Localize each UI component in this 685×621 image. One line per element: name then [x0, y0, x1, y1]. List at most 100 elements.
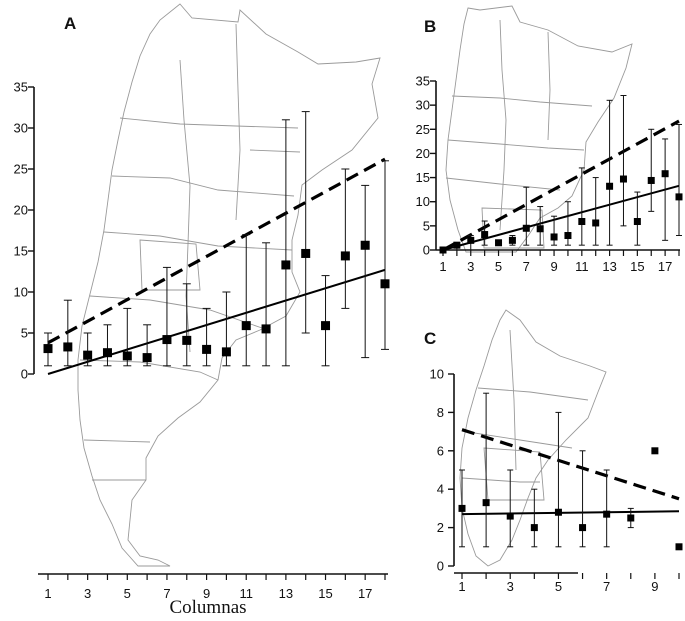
panel-c-x-tick-label-2: 5: [555, 579, 562, 594]
panel-a-point-10: [221, 347, 231, 357]
panel-a-solid-trend-line: [47, 268, 386, 375]
panel-b-point-16: [647, 176, 655, 184]
panel-a-point-1: [43, 344, 53, 354]
panel-a-y-tick-label-0: 0: [21, 367, 28, 382]
panel-c-point-5: [554, 508, 562, 516]
panel-b-y-tick-label-6: 30: [416, 98, 430, 113]
panel-b-point-17: [661, 170, 669, 178]
panel-a-point-4: [102, 348, 112, 358]
panel-b-point-6: [508, 236, 516, 244]
panel-a-point-11: [241, 321, 251, 331]
panel-c-y-tick-label-4: 8: [437, 405, 444, 420]
panel-c-solid-trend-line: [461, 510, 680, 516]
panel-a-dashed-trend-line: [47, 157, 386, 345]
panel-b-x-tick-label-2: 5: [495, 259, 502, 274]
panel-c-point-6: [579, 524, 587, 532]
panel-label-b: B: [424, 17, 436, 36]
panel-a-y-tick-label-6: 30: [14, 121, 28, 136]
panel-a-point-6: [142, 353, 152, 363]
panel-a-point-13: [281, 260, 291, 270]
panel-a-x-tick-label-1: 3: [84, 586, 91, 601]
panel-b-point-15: [633, 218, 641, 226]
panel-c-point-3: [506, 512, 514, 520]
panel-c-point-1: [458, 504, 466, 512]
panel-b-x-tick-label-7: 15: [630, 259, 644, 274]
panel-c-point-2: [482, 499, 490, 507]
panel-a-point-15: [321, 321, 331, 331]
panel-b-point-5: [495, 239, 503, 247]
panel-b-point-18: [675, 193, 683, 201]
panel-b-y-tick-label-7: 35: [416, 74, 430, 89]
panel-b-point-1: [439, 246, 447, 254]
panel-b-point-8: [536, 225, 544, 233]
panel-a-y-tick-label-2: 10: [14, 285, 28, 300]
panel-c-point-7: [603, 510, 611, 518]
panel-b-x-tick-label-4: 9: [550, 259, 557, 274]
map-c: [459, 309, 607, 567]
panel-a-point-18: [380, 279, 390, 289]
panel-a-point-12: [261, 324, 271, 334]
panel-c-y-tick-label-0: 0: [437, 559, 444, 574]
panel-b-x-tick-label-8: 17: [658, 259, 672, 274]
panel-a-x-tick-label-7: 15: [318, 586, 332, 601]
plot-panel-c: 0 2 4 6 8 10 1 3 5 7 9: [430, 367, 683, 594]
panel-b-point-12: [592, 219, 600, 227]
panel-b-point-11: [578, 218, 586, 226]
panel-b-y-tick-label-1: 5: [423, 218, 430, 233]
panel-c-dashed-trend-line: [461, 428, 680, 501]
panel-a-point-2: [63, 342, 73, 352]
panel-b-y-tick-label-2: 10: [416, 194, 430, 209]
panel-b-y-tick-label-5: 25: [416, 122, 430, 137]
panel-b-x-tick-label-5: 11: [575, 259, 589, 274]
panel-b-point-2: [453, 241, 461, 249]
panel-a-x-tick-label-4: 9: [203, 586, 210, 601]
panel-c-x-tick-label-4: 9: [651, 579, 658, 594]
panel-b-solid-trend-line: [442, 184, 680, 251]
panel-label-c: C: [424, 329, 436, 348]
panel-a-x-tick-label-0: 1: [44, 586, 51, 601]
panel-c-y-tick-label-5: 10: [430, 367, 444, 382]
panel-a-point-8: [182, 335, 192, 345]
panel-a-x-tick-label-3: 7: [163, 586, 170, 601]
panel-a-point-3: [83, 350, 93, 360]
panel-a-point-9: [202, 344, 212, 354]
panel-b-point-3: [467, 236, 475, 244]
panel-b-point-9: [550, 233, 558, 241]
panel-a-y-tick-label-3: 15: [14, 244, 28, 259]
panel-label-a: A: [64, 14, 76, 33]
panel-a-point-7: [162, 335, 172, 345]
panel-b-y-tick-label-0: 0: [423, 243, 430, 258]
panel-a-point-17: [360, 240, 370, 250]
panel-a-x-tick-label-2: 5: [124, 586, 131, 601]
panel-a-x-tick-label-6: 13: [279, 586, 293, 601]
panel-c-point-4: [530, 524, 538, 532]
panel-b-point-13: [606, 182, 614, 190]
panel-c-x-tick-label-3: 7: [603, 579, 610, 594]
panel-a-point-14: [301, 248, 311, 258]
panel-b-point-10: [564, 232, 572, 240]
panel-c-point-9: [651, 447, 659, 455]
panel-a-point-16: [340, 251, 350, 261]
panel-c-point-8: [627, 514, 635, 522]
panel-b-x-tick-label-3: 7: [523, 259, 530, 274]
panel-b-point-7: [522, 224, 530, 232]
x-axis-title: Columnas: [169, 597, 246, 618]
map-a: [77, 3, 381, 567]
panel-a-y-tick-label-7: 35: [14, 80, 28, 95]
panel-c-point-10: [675, 543, 683, 551]
panel-b-point-14: [619, 175, 627, 183]
panel-a-x-tick-label-8: 17: [358, 586, 372, 601]
panel-b-dashed-trend-line: [442, 119, 680, 252]
panel-c-y-tick-label-3: 6: [437, 443, 444, 458]
panel-b-x-tick-label-6: 13: [602, 259, 616, 274]
panel-b-x-tick-label-1: 3: [467, 259, 474, 274]
panel-c-y-tick-label-2: 4: [437, 482, 444, 497]
panel-a-x-tick-label-5: 11: [239, 586, 253, 601]
panel-c-x-tick-label-0: 1: [458, 579, 465, 594]
panel-a-point-5: [122, 351, 132, 361]
panel-b-x-tick-label-0: 1: [439, 259, 446, 274]
map-b: [445, 5, 633, 253]
